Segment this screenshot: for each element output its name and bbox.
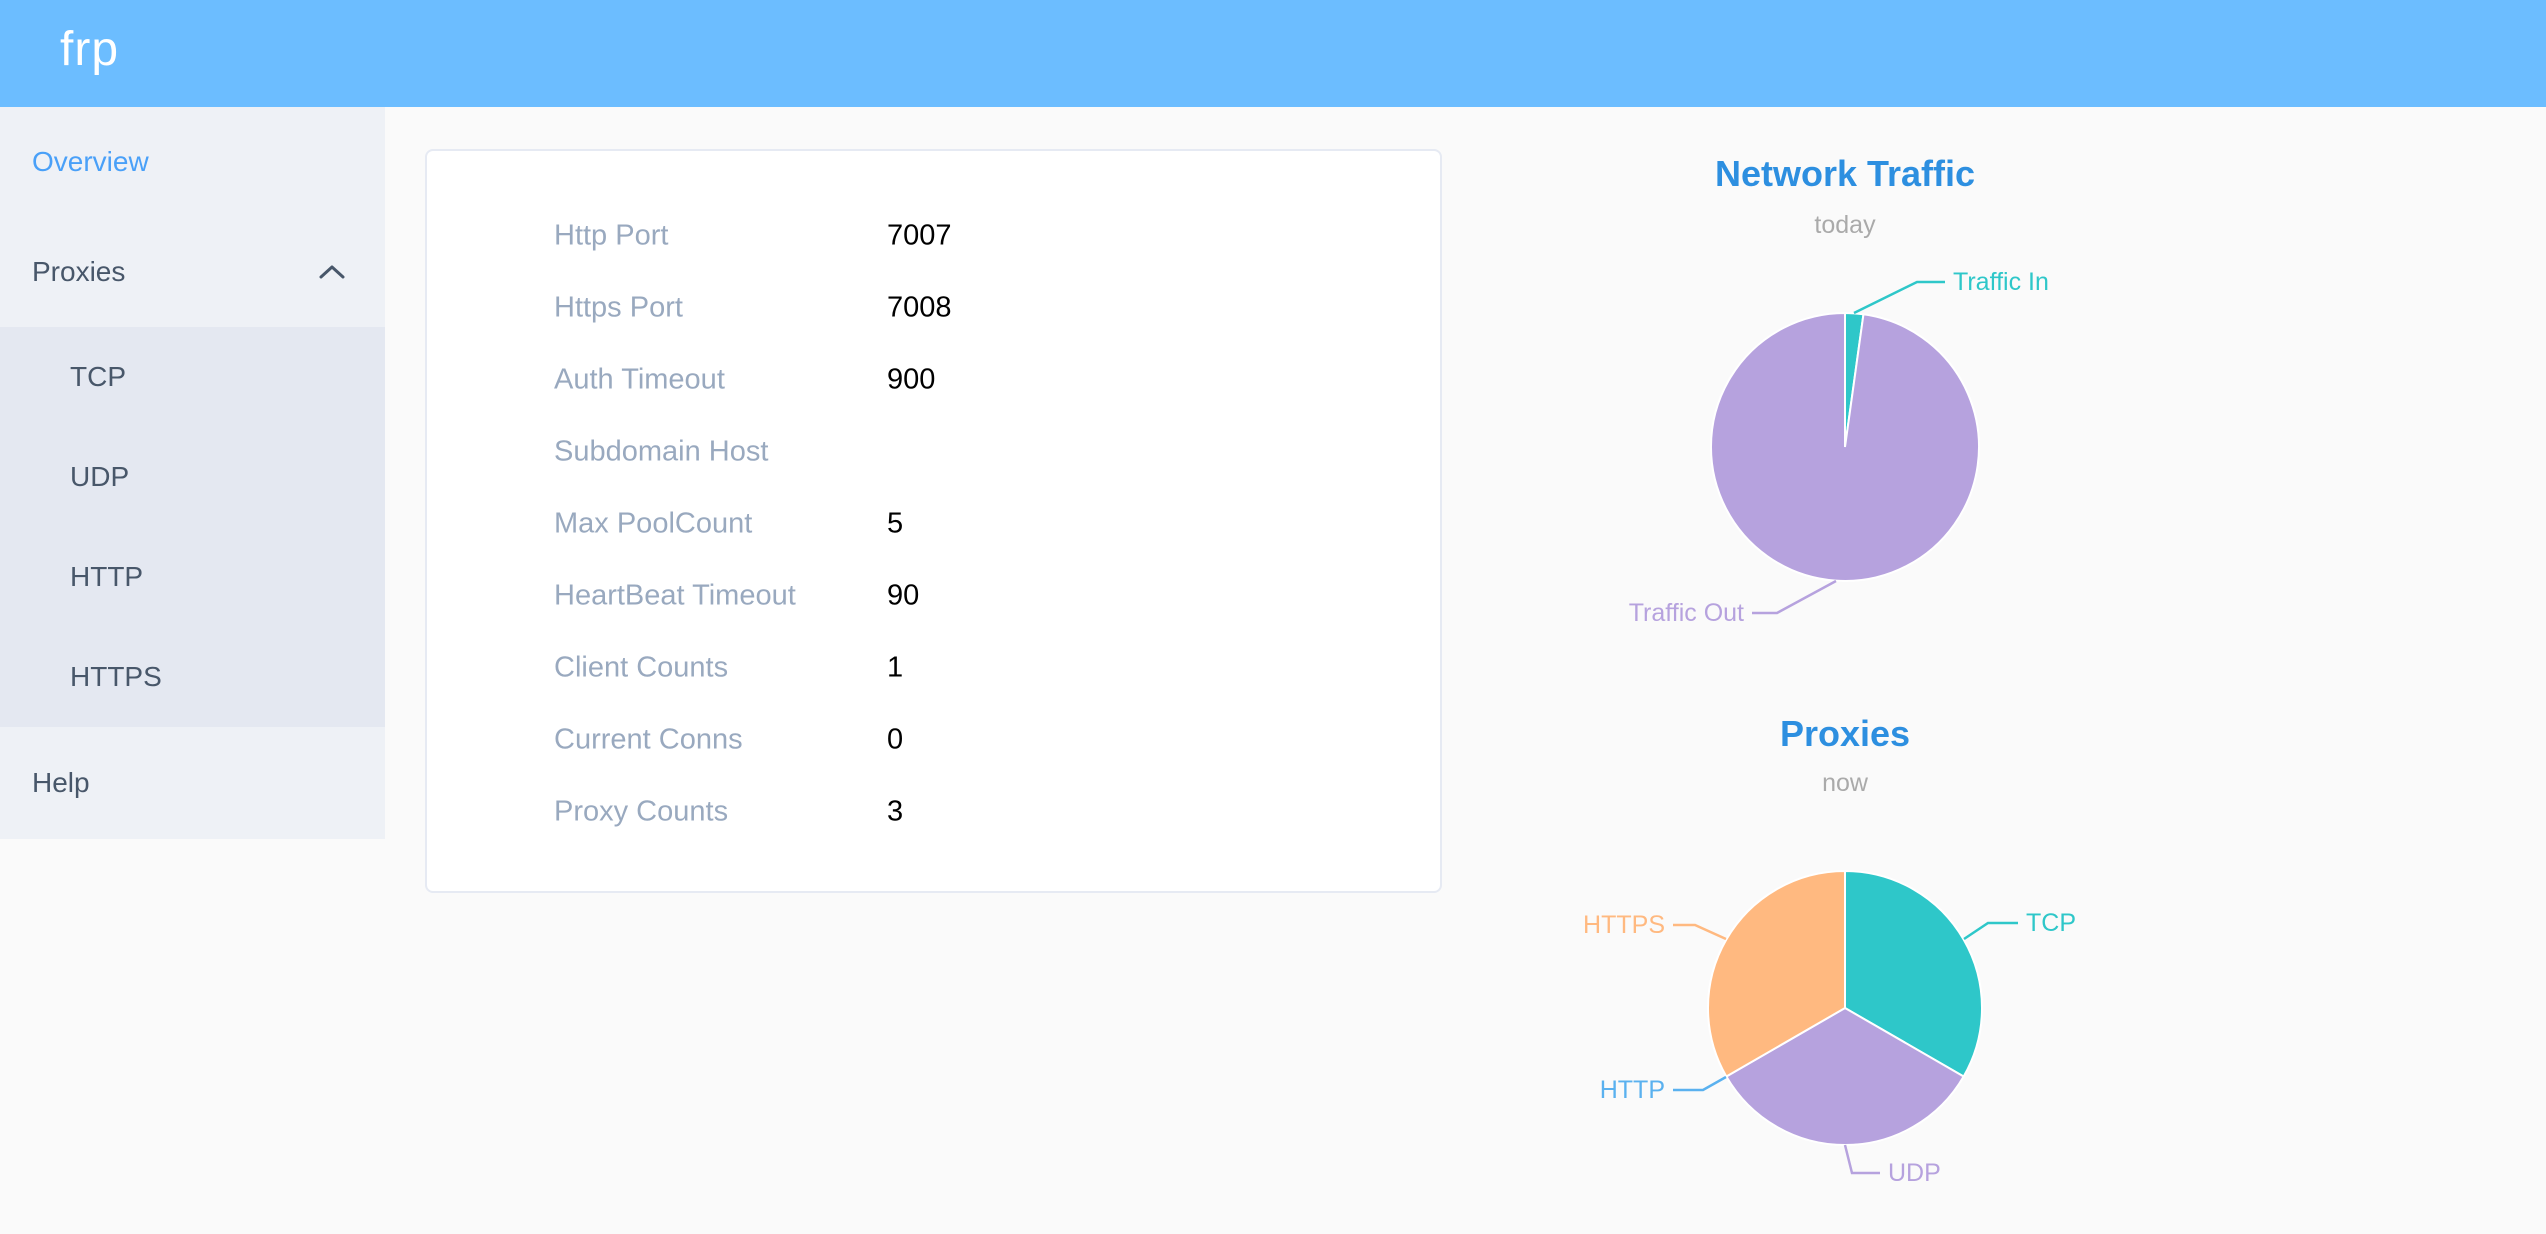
- info-row-heartbeat-timeout: HeartBeat Timeout 90: [427, 560, 1440, 632]
- info-value: 1: [887, 651, 904, 684]
- info-label: Max PoolCount: [554, 507, 753, 540]
- sidebar: Overview Proxies TCP UDP HTTP HTTPS Help: [0, 107, 385, 839]
- sidebar-item-overview[interactable]: Overview: [0, 107, 385, 217]
- info-label: Auth Timeout: [554, 363, 725, 396]
- pie-label-tcp: TCP: [2026, 909, 2076, 937]
- sidebar-item-label: Proxies: [32, 256, 126, 287]
- info-value: 3: [887, 795, 904, 828]
- proxies-chart-subtitle: now: [1822, 769, 1868, 797]
- sidebar-item-label: HTTP: [70, 561, 144, 592]
- info-label: Proxy Counts: [554, 795, 729, 828]
- info-value: 90: [887, 579, 920, 612]
- info-row-current-conns: Current Conns 0: [427, 704, 1440, 776]
- info-label: Https Port: [554, 291, 683, 324]
- info-label: Http Port: [554, 219, 669, 252]
- info-label: HeartBeat Timeout: [554, 579, 796, 612]
- server-info-card: Http Port 7007 Https Port 7008 Auth Timeout 9…: [425, 149, 1442, 893]
- info-label: Current Conns: [554, 723, 743, 756]
- sidebar-item-label: TCP: [70, 361, 126, 392]
- pie-label-traffic-out: Traffic Out: [1629, 599, 1744, 627]
- label-line-http: [1673, 1075, 1727, 1092]
- sidebar-item-help[interactable]: Help: [0, 727, 385, 839]
- sidebar-item-label: HTTPS: [70, 661, 162, 692]
- info-row-proxy-counts: Proxy Counts 3: [427, 776, 1440, 848]
- info-row-https-port: Https Port 7008: [427, 272, 1440, 344]
- pie-slice-https[interactable]: [1707, 869, 1846, 1078]
- info-row-http-port: Http Port 7007: [427, 200, 1440, 272]
- network-traffic-pie-chart: Traffic In Traffic Out: [1629, 268, 2049, 627]
- sidebar-item-label: Help: [32, 767, 90, 798]
- label-line-traffic-out: [1752, 579, 1837, 615]
- chevron-up-icon: [319, 265, 345, 279]
- sidebar-item-udp[interactable]: UDP: [0, 427, 385, 527]
- sidebar-item-https[interactable]: HTTPS: [0, 627, 385, 727]
- pie-slice-tcp[interactable]: [1844, 869, 1983, 1078]
- info-value: 900: [887, 363, 936, 396]
- info-value: 7007: [887, 219, 952, 252]
- info-value: 5: [887, 507, 904, 540]
- sidebar-item-label: UDP: [70, 461, 130, 492]
- info-row-auth-timeout: Auth Timeout 900: [427, 344, 1440, 416]
- network-traffic-chart-subtitle: today: [1814, 211, 1876, 239]
- pie-label-udp: UDP: [1888, 1159, 1941, 1187]
- pie-label-https: HTTPS: [1583, 911, 1665, 939]
- proxies-pie-chart: TCP UDP HTTP HTTPS: [1583, 869, 2076, 1187]
- label-line-traffic-in: [1853, 280, 1945, 315]
- label-line-tcp: [1963, 921, 2018, 941]
- info-row-subdomain-host: Subdomain Host: [427, 416, 1440, 488]
- sidebar-item-proxies[interactable]: Proxies: [0, 217, 385, 327]
- pie-label-traffic-in: Traffic In: [1953, 268, 2049, 296]
- info-row-client-counts: Client Counts 1: [427, 632, 1440, 704]
- label-line-https: [1673, 923, 1727, 941]
- sidebar-submenu-proxies: TCP UDP HTTP HTTPS: [0, 327, 385, 727]
- sidebar-item-label: Overview: [32, 146, 149, 177]
- proxies-chart-title: Proxies: [1779, 713, 1911, 754]
- info-row-max-poolcount: Max PoolCount 5: [427, 488, 1440, 560]
- pie-slice-traffic-out[interactable]: [1709, 311, 1980, 582]
- network-traffic-chart-title: Network Traffic: [1714, 153, 1976, 194]
- info-label: Client Counts: [554, 651, 729, 684]
- info-value: 0: [887, 723, 904, 756]
- sidebar-item-tcp[interactable]: TCP: [0, 327, 385, 427]
- info-value: 7008: [887, 291, 952, 324]
- app-header: frp: [0, 0, 2546, 107]
- info-label: Subdomain Host: [554, 435, 769, 468]
- sidebar-item-http[interactable]: HTTP: [0, 527, 385, 627]
- app-logo: frp: [60, 23, 120, 76]
- label-line-udp: [1843, 1144, 1880, 1175]
- pie-label-http: HTTP: [1600, 1076, 1665, 1104]
